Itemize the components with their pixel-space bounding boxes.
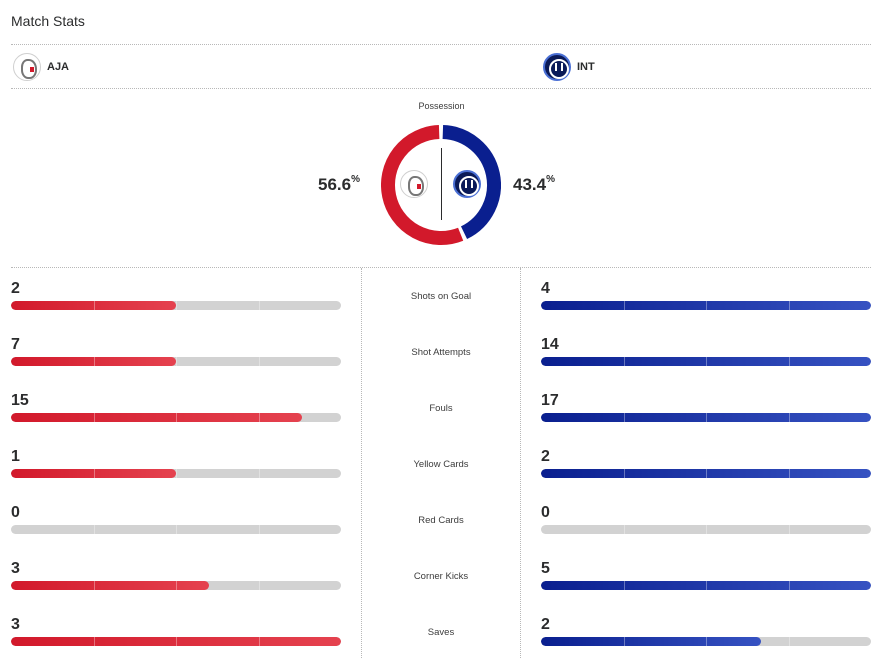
away-stat-bar-fill bbox=[541, 301, 871, 310]
home-stat-bar-fill bbox=[11, 637, 341, 646]
possession-label: Possession bbox=[418, 101, 465, 111]
stat-label: Shot Attempts bbox=[411, 347, 471, 358]
possession-donut-chart bbox=[381, 125, 501, 245]
away-stat-bar bbox=[541, 469, 871, 478]
home-stat-value: 3 bbox=[11, 560, 20, 577]
away-team[interactable]: INT bbox=[543, 53, 595, 81]
home-stat-value: 7 bbox=[11, 336, 20, 353]
home-stat-bar-fill bbox=[11, 413, 303, 422]
away-stat-bar bbox=[541, 301, 871, 310]
home-stat-bar bbox=[11, 301, 341, 310]
inter-crest-icon bbox=[543, 53, 571, 81]
home-team-abbr: AJA bbox=[47, 61, 70, 73]
home-stat-value: 0 bbox=[11, 504, 20, 521]
home-stat-value: 1 bbox=[11, 448, 20, 465]
home-stat-bar-fill bbox=[11, 357, 260, 366]
away-stat-bar bbox=[541, 413, 871, 422]
stat-row: 0 Red Cards 0 bbox=[0, 492, 883, 548]
inter-crest-icon bbox=[453, 170, 481, 198]
away-stat-bar bbox=[541, 581, 871, 590]
stat-row: 3 Corner Kicks 5 bbox=[0, 548, 883, 604]
stat-row: 1 Yellow Cards 2 bbox=[0, 436, 883, 492]
column-divider bbox=[520, 268, 521, 658]
home-stat-value: 2 bbox=[11, 280, 20, 297]
stat-label: Saves bbox=[427, 627, 455, 638]
stat-row: 15 Fouls 17 bbox=[0, 380, 883, 436]
ajax-crest-icon bbox=[400, 170, 428, 198]
home-stat-value: 15 bbox=[11, 392, 29, 409]
home-stat-bar bbox=[11, 637, 341, 646]
stat-row: 3 Saves 2 bbox=[0, 604, 883, 658]
away-stat-value: 2 bbox=[541, 448, 550, 465]
home-stat-bar bbox=[11, 413, 341, 422]
away-stat-bar-fill bbox=[541, 357, 871, 366]
away-stat-bar-fill bbox=[541, 469, 871, 478]
ajax-crest-icon bbox=[13, 53, 41, 81]
stat-row: 7 Shot Attempts 14 bbox=[0, 324, 883, 380]
away-stat-bar bbox=[541, 637, 871, 646]
away-possession-value: 43.4% bbox=[513, 174, 555, 194]
away-stat-value: 14 bbox=[541, 336, 559, 353]
divider bbox=[11, 88, 871, 89]
home-stat-value: 3 bbox=[11, 616, 20, 633]
donut-divider bbox=[441, 148, 442, 220]
home-stat-bar bbox=[11, 525, 341, 534]
stat-row: 2 Shots on Goal 4 bbox=[0, 268, 883, 324]
home-stat-bar-fill bbox=[11, 581, 260, 590]
away-stat-bar-fill bbox=[541, 637, 790, 646]
stat-label: Corner Kicks bbox=[413, 571, 469, 582]
divider bbox=[11, 44, 871, 45]
stat-label: Fouls bbox=[429, 403, 453, 414]
home-stat-bar bbox=[11, 469, 341, 478]
away-stat-value: 2 bbox=[541, 616, 550, 633]
home-team[interactable]: AJA bbox=[13, 53, 69, 81]
away-stat-value: 17 bbox=[541, 392, 559, 409]
away-possession-arc bbox=[442, 125, 501, 240]
away-stat-bar-fill bbox=[541, 581, 871, 590]
home-possession-arc bbox=[381, 125, 464, 245]
away-stat-value: 5 bbox=[541, 560, 550, 577]
home-stat-bar bbox=[11, 581, 341, 590]
home-stat-bar-fill bbox=[11, 469, 260, 478]
divider bbox=[11, 267, 871, 268]
home-possession-value: 56.6% bbox=[318, 174, 360, 194]
column-divider bbox=[361, 268, 362, 658]
page-title: Match Stats bbox=[11, 13, 85, 29]
away-stat-value: 0 bbox=[541, 504, 550, 521]
away-team-abbr: INT bbox=[577, 61, 595, 73]
away-stat-value: 4 bbox=[541, 280, 550, 297]
away-stat-bar bbox=[541, 525, 871, 534]
home-stat-bar bbox=[11, 357, 341, 366]
stat-label: Yellow Cards bbox=[413, 459, 469, 470]
away-stat-bar bbox=[541, 357, 871, 366]
stat-label: Shots on Goal bbox=[410, 291, 472, 302]
away-stat-bar-fill bbox=[541, 413, 871, 422]
home-stat-bar-fill bbox=[11, 301, 260, 310]
stat-label: Red Cards bbox=[418, 515, 464, 526]
